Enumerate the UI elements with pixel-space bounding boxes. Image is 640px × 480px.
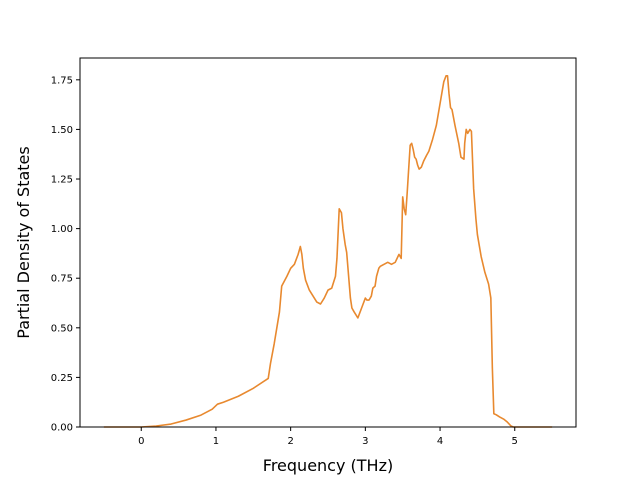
- y-tick-label: 1.50: [51, 125, 73, 136]
- x-tick-label: 4: [437, 436, 443, 447]
- x-tick-label: 3: [362, 436, 368, 447]
- x-axis-label: Frequency (THz): [263, 456, 393, 475]
- y-tick-label: 0.00: [51, 423, 73, 434]
- x-tick-label: 2: [287, 436, 293, 447]
- x-axis: 0 1 2 3 4 5: [138, 427, 518, 447]
- y-tick-label: 1.00: [51, 224, 73, 235]
- series-line: [103, 75, 553, 428]
- y-axis-label: Partial Density of States: [14, 146, 33, 338]
- plot-area: [103, 75, 553, 428]
- y-axis: 0.00 0.25 0.50 0.75 1.00 1.25 1.50 1.75: [51, 75, 80, 434]
- x-tick-label: 5: [512, 436, 518, 447]
- y-tick-label: 0.50: [51, 323, 73, 334]
- x-tick-label: 1: [213, 436, 219, 447]
- plot-frame: [79, 57, 577, 428]
- y-tick-label: 0.25: [51, 373, 73, 384]
- y-tick-label: 1.75: [51, 75, 73, 86]
- x-tick-label: 0: [138, 436, 144, 447]
- y-tick-label: 0.75: [51, 274, 73, 285]
- y-tick-label: 1.25: [51, 175, 73, 186]
